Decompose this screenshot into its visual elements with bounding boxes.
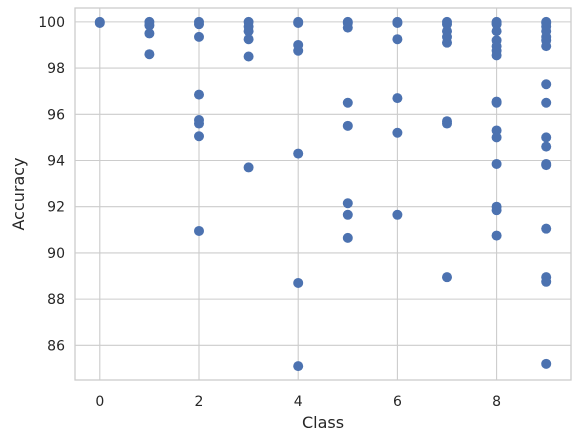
data-point xyxy=(342,209,353,220)
data-point xyxy=(342,97,353,108)
data-point xyxy=(541,358,552,369)
tick-labels: 0 2 4 6 8 86 88 90 92 94 96 98 100 xyxy=(38,15,501,410)
data-point xyxy=(293,277,304,288)
data-point xyxy=(491,230,502,241)
data-point xyxy=(442,37,452,48)
data-point xyxy=(491,26,502,37)
data-point xyxy=(442,19,452,30)
y-axis-label: Accuracy xyxy=(9,157,28,230)
data-point xyxy=(491,50,502,61)
axes-frame xyxy=(74,7,572,381)
data-point xyxy=(491,125,502,136)
data-point xyxy=(293,148,304,159)
data-point xyxy=(94,18,105,29)
y-tick-label: 86 xyxy=(47,338,65,354)
grid-layer xyxy=(75,8,571,380)
plot-area xyxy=(75,8,571,380)
data-point xyxy=(442,118,452,129)
data-point xyxy=(243,26,254,37)
data-point xyxy=(144,49,155,60)
data-point xyxy=(194,31,204,42)
data-points xyxy=(94,16,552,372)
y-tick-label: 100 xyxy=(38,15,65,31)
axes-spines xyxy=(74,7,572,381)
data-point xyxy=(541,223,552,234)
data-point xyxy=(293,18,304,29)
data-point xyxy=(392,34,403,45)
y-tick-label: 98 xyxy=(47,61,65,77)
data-point xyxy=(144,20,155,31)
data-point xyxy=(194,19,204,30)
data-point xyxy=(392,127,403,138)
data-point xyxy=(243,162,254,173)
x-tick-label: 6 xyxy=(393,394,402,410)
data-point xyxy=(392,209,403,220)
data-point xyxy=(541,276,552,287)
data-point xyxy=(541,141,552,152)
data-point xyxy=(194,118,204,129)
data-point xyxy=(194,89,204,100)
data-point xyxy=(541,79,552,90)
data-point xyxy=(491,97,502,108)
data-point xyxy=(293,45,304,56)
data-point xyxy=(144,28,155,39)
data-point xyxy=(491,132,502,143)
x-tick-label: 8 xyxy=(492,394,501,410)
y-tick-label: 96 xyxy=(47,107,65,123)
y-tick-label: 90 xyxy=(47,246,65,262)
x-axis-label: Class xyxy=(302,413,344,432)
y-tick-label: 94 xyxy=(47,153,65,169)
data-point xyxy=(243,51,254,62)
data-point xyxy=(194,225,204,236)
data-point xyxy=(342,22,353,33)
y-tick-label: 88 xyxy=(47,292,65,308)
x-tick-label: 0 xyxy=(95,394,104,410)
x-tick-label: 4 xyxy=(294,394,303,410)
data-point xyxy=(342,120,353,131)
data-point xyxy=(342,232,353,243)
y-tick-label: 92 xyxy=(47,200,65,216)
data-point xyxy=(194,131,204,142)
x-tick-label: 2 xyxy=(195,394,204,410)
data-point xyxy=(293,361,304,372)
data-point xyxy=(243,34,254,45)
data-point xyxy=(491,158,502,169)
data-point xyxy=(541,160,552,171)
data-point xyxy=(541,132,552,143)
data-point xyxy=(392,93,403,104)
data-point xyxy=(491,19,502,30)
data-point xyxy=(342,198,353,209)
data-point xyxy=(541,97,552,108)
data-point xyxy=(491,205,502,216)
data-point xyxy=(442,272,452,283)
data-point xyxy=(541,41,552,52)
data-point xyxy=(392,18,403,29)
